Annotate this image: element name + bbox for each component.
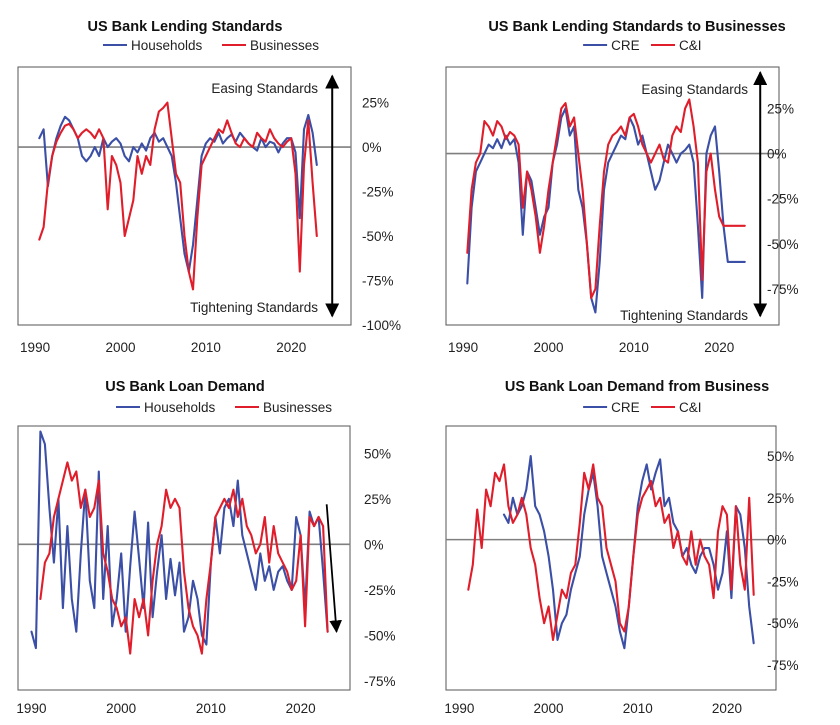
y-tick-label: 25% (364, 492, 391, 507)
legend-label-1: CRE (611, 38, 640, 53)
y-tick-label: -75% (767, 282, 799, 297)
x-tick-label: 2000 (106, 701, 136, 716)
legend-label-2: C&I (679, 400, 702, 415)
x-tick-label: 2010 (623, 701, 653, 716)
plot-frame (445, 425, 777, 691)
y-tick-label: -25% (767, 574, 799, 589)
series-line-1 (38, 113, 318, 273)
chart-panel-3: US Bank Loan Demand Households Businesses 5… (16, 379, 395, 716)
plot-frame (17, 66, 352, 326)
legend-label-2: Businesses (263, 400, 332, 415)
legend: CRE C&I (583, 38, 702, 53)
legend-label-1: Households (144, 400, 216, 415)
annotation-tightening: Tightening Standards (620, 308, 748, 323)
y-tick-label: 0% (364, 537, 384, 552)
chart-title: US Bank Lending Standards (88, 19, 283, 35)
y-tick-label: 25% (362, 96, 389, 111)
chart-panel-2: US Bank Lending Standards to Businesses C… (445, 19, 799, 355)
y-tick-label: -75% (362, 274, 394, 289)
chart-panel-4: US Bank Loan Demand from Business CRE C&I 5… (444, 379, 798, 716)
x-tick-label: 2010 (191, 340, 221, 355)
x-tick-label: 2010 (196, 701, 226, 716)
direction-arrow (325, 504, 342, 633)
y-tick-label: 0% (767, 533, 787, 548)
legend-label-1: Households (131, 38, 203, 53)
chart-title: US Bank Loan Demand (105, 379, 265, 395)
y-tick-label: -50% (364, 628, 396, 643)
legend: Households Businesses (103, 38, 319, 53)
chart-title: US Bank Lending Standards to Businesses (488, 19, 785, 35)
y-tick-label: -75% (767, 658, 799, 673)
x-tick-label: 1990 (20, 340, 50, 355)
legend: Households Businesses (116, 400, 332, 415)
y-tick-label: -25% (364, 583, 396, 598)
legend-label-2: Businesses (250, 38, 319, 53)
x-tick-label: 1990 (448, 340, 478, 355)
y-tick-label: -100% (362, 318, 401, 333)
x-tick-label: 1990 (444, 701, 474, 716)
plot-frame (445, 66, 780, 326)
annotation-easing: Easing Standards (641, 82, 748, 97)
legend-label-1: CRE (611, 400, 640, 415)
series-line-1 (30, 430, 329, 650)
y-tick-label: 0% (767, 147, 787, 162)
annotation-tightening: Tightening Standards (190, 300, 318, 315)
x-tick-label: 2020 (286, 701, 316, 716)
series-line-2 (467, 463, 755, 641)
y-tick-label: -50% (767, 237, 799, 252)
series-line-1 (466, 107, 746, 314)
y-tick-label: -50% (767, 616, 799, 631)
y-tick-label: -50% (362, 229, 394, 244)
chart-title: US Bank Loan Demand from Business (505, 379, 769, 395)
y-tick-label: -25% (362, 185, 394, 200)
legend: CRE C&I (583, 400, 702, 415)
y-tick-label: 0% (362, 140, 382, 155)
x-tick-label: 1990 (16, 701, 46, 716)
series-line-2 (38, 101, 318, 291)
x-tick-label: 2000 (534, 701, 564, 716)
x-tick-label: 2020 (276, 340, 306, 355)
annotation-easing: Easing Standards (211, 81, 318, 96)
series-line-2 (466, 98, 746, 299)
y-tick-label: 25% (767, 101, 794, 116)
plot-frame (17, 425, 351, 691)
chart-panel-1: US Bank Lending Standards Households Busin… (17, 19, 401, 355)
y-tick-label: 25% (767, 491, 794, 506)
x-tick-label: 2000 (105, 340, 135, 355)
x-tick-label: 2020 (704, 340, 734, 355)
y-tick-label: -25% (767, 192, 799, 207)
x-tick-label: 2010 (619, 340, 649, 355)
series-line-2 (39, 461, 329, 655)
x-tick-label: 2020 (712, 701, 742, 716)
x-tick-label: 2000 (533, 340, 563, 355)
y-tick-label: 50% (364, 446, 391, 461)
y-tick-label: -75% (364, 674, 396, 689)
y-tick-label: 50% (767, 449, 794, 464)
legend-label-2: C&I (679, 38, 702, 53)
